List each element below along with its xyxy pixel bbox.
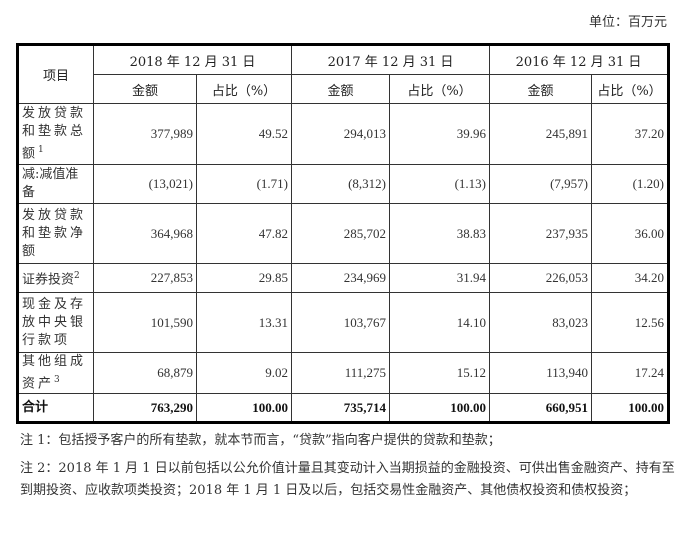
- cell-value: 12.56: [591, 292, 669, 353]
- cell-value: 294,013: [291, 103, 390, 165]
- cell-value: 113,940: [489, 351, 592, 395]
- cell-value: 377,989: [93, 103, 197, 165]
- cell-value: 226,053: [489, 263, 592, 293]
- cell-value: (8,312): [291, 164, 390, 204]
- cell-value: 47.82: [196, 203, 292, 264]
- cell-value: 37.20: [591, 103, 669, 165]
- cell-value: 38.83: [389, 203, 490, 264]
- amount-header: 金额: [291, 74, 390, 104]
- cell-value: 14.10: [389, 292, 490, 353]
- total-value: 735,714: [291, 393, 390, 424]
- cell-value: 364,968: [93, 203, 197, 264]
- cell-value: (13,021): [93, 164, 197, 204]
- cell-value: (1.13): [389, 164, 490, 204]
- cell-value: 234,969: [291, 263, 390, 293]
- cell-value: 101,590: [93, 292, 197, 353]
- period-header-2018: 2018 年 12 月 31 日: [93, 44, 292, 75]
- cell-value: 227,853: [93, 263, 197, 293]
- cell-value: 103,767: [291, 292, 390, 353]
- period-header-2016: 2016 年 12 月 31 日: [489, 44, 669, 75]
- footnote-2: 注 2：2018 年 1 月 1 日以前包括以公允价值计量且其变动计入当期损益的…: [20, 461, 675, 498]
- cell-value: 285,702: [291, 203, 390, 264]
- cell-value: 245,891: [489, 103, 592, 165]
- total-value: 100.00: [591, 393, 669, 424]
- cell-value: 83,023: [489, 292, 592, 353]
- row-label: 发放贷款和垫款净额: [17, 203, 94, 264]
- pct-header: 占比（%）: [196, 74, 292, 104]
- table-row: 发放贷款和垫款总额1 377,989 49.52 294,013 39.96 2…: [17, 103, 669, 165]
- table-row: 现金及存放中央银行款项 101,590 13.31 103,767 14.10 …: [17, 292, 669, 353]
- cell-value: 68,879: [93, 351, 197, 395]
- pct-header: 占比（%）: [591, 74, 669, 104]
- row-label: 减:减值准备: [17, 164, 94, 204]
- cell-value: 31.94: [389, 263, 490, 293]
- cell-value: (1.71): [196, 164, 292, 204]
- cell-value: 237,935: [489, 203, 592, 264]
- amount-header: 金额: [489, 74, 592, 104]
- cell-value: (7,957): [489, 164, 592, 204]
- amount-header: 金额: [93, 74, 197, 104]
- cell-value: 17.24: [591, 351, 669, 395]
- total-label: 合计: [17, 393, 94, 424]
- cell-value: 36.00: [591, 203, 669, 264]
- total-value: 763,290: [93, 393, 197, 424]
- cell-value: 13.31: [196, 292, 292, 353]
- cell-value: 39.96: [389, 103, 490, 165]
- table-row: 减:减值准备 (13,021) (1.71) (8,312) (1.13) (7…: [17, 164, 669, 204]
- cell-value: 29.85: [196, 263, 292, 293]
- cell-value: (1.20): [591, 164, 669, 204]
- cell-value: 15.12: [389, 351, 490, 395]
- item-header: 项目: [17, 44, 94, 104]
- row-label: 发放贷款和垫款总额1: [17, 103, 94, 165]
- cell-value: 49.52: [196, 103, 292, 165]
- total-value: 660,951: [489, 393, 592, 424]
- unit-label: 单位：百万元: [588, 15, 667, 30]
- total-value: 100.00: [389, 393, 490, 424]
- table-row: 发放贷款和垫款净额 364,968 47.82 285,702 38.83 23…: [17, 203, 669, 264]
- cell-value: 9.02: [196, 351, 292, 395]
- table-row: 证券投资2 227,853 29.85 234,969 31.94 226,05…: [17, 263, 669, 293]
- cell-value: 111,275: [291, 351, 390, 395]
- footnotes: 注 1：包括授予客户的所有垫款，就本节而言，“贷款”指向客户提供的贷款和垫款； …: [20, 430, 680, 508]
- pct-header: 占比（%）: [389, 74, 490, 104]
- row-label: 现金及存放中央银行款项: [17, 292, 94, 353]
- total-value: 100.00: [196, 393, 292, 424]
- table-row: 其他组成资产3 68,879 9.02 111,275 15.12 113,94…: [17, 351, 669, 395]
- total-row: 合计 763,290 100.00 735,714 100.00 660,951…: [17, 393, 669, 424]
- cell-value: 34.20: [591, 263, 669, 293]
- period-header-2017: 2017 年 12 月 31 日: [291, 44, 490, 75]
- asset-composition-table: 项目 2018 年 12 月 31 日 2017 年 12 月 31 日 201…: [16, 43, 670, 425]
- row-label: 其他组成资产3: [17, 351, 94, 395]
- footnote-1: 注 1：包括授予客户的所有垫款，就本节而言，“贷款”指向客户提供的贷款和垫款；: [20, 433, 501, 448]
- row-label: 证券投资2: [17, 263, 94, 293]
